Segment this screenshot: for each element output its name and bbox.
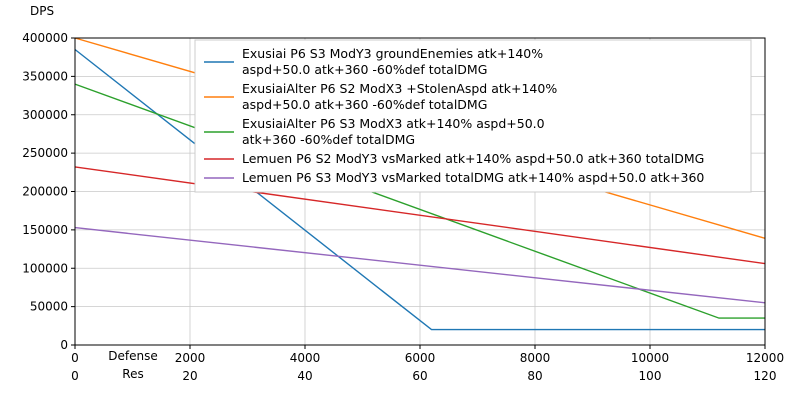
x-tick-label-res: 60	[412, 369, 427, 383]
legend-label-2: ExusiaiAlter P6 S3 ModX3 atk+140% aspd+5…	[242, 116, 545, 131]
x-tick-label-res: 100	[639, 369, 662, 383]
series-line-0	[74, 48, 765, 331]
series-line-4	[74, 226, 766, 304]
y-tick-label: 350000	[22, 69, 68, 83]
legend-label-3: Lemuen P6 S2 ModY3 vsMarked atk+140% asp…	[242, 151, 704, 166]
legend-label-1: aspd+50.0 atk+360 -60%def totalDMG	[242, 97, 487, 112]
y-tick-label: 250000	[22, 146, 68, 160]
y-tick-label: 150000	[22, 223, 68, 237]
x-tick-label-defense: 6000	[405, 351, 436, 365]
x-tick-label-defense: 0	[71, 351, 79, 365]
y-tick-label: 200000	[22, 185, 68, 199]
y-tick-label: 0	[60, 338, 68, 352]
y-tick-label: 300000	[22, 108, 68, 122]
legend-label-1: ExusiaiAlter P6 S2 ModX3 +StolenAspd atk…	[242, 81, 557, 96]
legend-label-0: Exusiai P6 S3 ModY3 groundEnemies atk+14…	[242, 46, 543, 61]
x-tick-label-defense: 2000	[175, 351, 206, 365]
x-tick-label-defense: 4000	[290, 351, 321, 365]
y-tick-label: 100000	[22, 261, 68, 275]
x-tick-label-res: 40	[297, 369, 312, 383]
legend-label-2: atk+360 -60%def totalDMG	[242, 132, 415, 147]
y-tick-label: 50000	[30, 300, 68, 314]
x-tick-label-res: 120	[754, 369, 777, 383]
legend-label-4: Lemuen P6 S3 ModY3 vsMarked totalDMG atk…	[242, 170, 704, 185]
x-tick-label-res: 80	[527, 369, 542, 383]
y-axis-title: DPS	[30, 4, 55, 18]
x-axis-title-res: Res	[122, 367, 144, 381]
series-line-3	[74, 166, 766, 265]
x-tick-label-res: 20	[182, 369, 197, 383]
x-tick-label-defense: 10000	[631, 351, 669, 365]
x-tick-label-defense: 12000	[746, 351, 784, 365]
legend-label-0: aspd+50.0 atk+360 -60%def totalDMG	[242, 62, 487, 77]
x-tick-label-res: 0	[71, 369, 79, 383]
x-tick-label-defense: 8000	[520, 351, 551, 365]
x-axis-title-defense: Defense	[108, 349, 158, 363]
y-tick-label: 400000	[22, 31, 68, 45]
legend-box	[194, 39, 752, 193]
